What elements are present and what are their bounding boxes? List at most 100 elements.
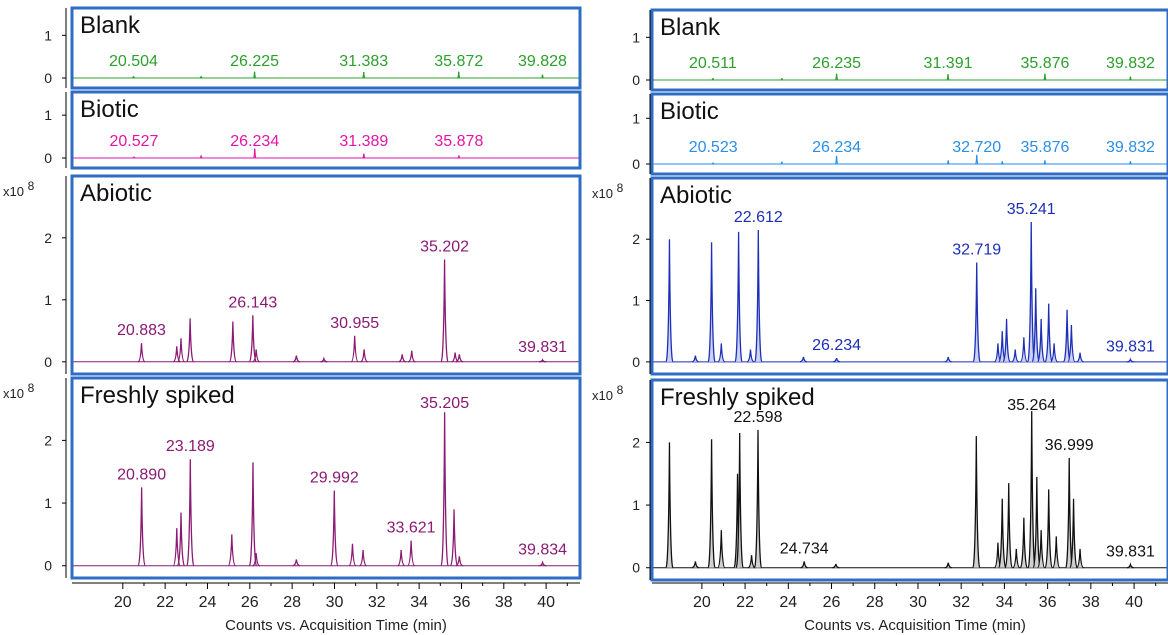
- peak-label: 22.598: [734, 409, 783, 426]
- subplot-title: Freshly spiked: [660, 384, 815, 411]
- chromatogram-peak: [362, 153, 366, 159]
- chromatogram-peak: [186, 459, 195, 567]
- chromatogram-peak: [132, 76, 135, 79]
- chromatogram-peak: [944, 356, 952, 363]
- panel-left: 0 1 20.504 26.225 31.383 35.872 39.828 Blank 0 1 2…: [3, 6, 582, 634]
- y-tick-label: 1: [632, 497, 640, 513]
- subplot-frame: [70, 174, 582, 376]
- chromatogram-peak: [832, 563, 840, 569]
- chromatogram-peak: [348, 543, 357, 567]
- chromatogram-peak: [132, 156, 136, 159]
- peak-label: 26.234: [812, 337, 861, 354]
- chromatogram-peak: [1044, 303, 1053, 363]
- peak-label: 20.890: [117, 466, 166, 483]
- peak-label: 22.612: [734, 209, 783, 226]
- chromatogram-peak: [1011, 349, 1019, 363]
- peak-label: 33.621: [387, 520, 436, 537]
- peak-label: 31.383: [339, 53, 388, 70]
- peak-label: 36.999: [1045, 437, 1094, 454]
- y-tick-label: 0: [632, 156, 640, 172]
- y-tick-label: 0: [44, 70, 52, 86]
- chromatogram-peak: [248, 462, 258, 567]
- peak-label: 32.720: [952, 139, 1001, 156]
- peak-label: 20.523: [689, 139, 738, 156]
- peak-label: 35.264: [1007, 397, 1056, 414]
- peak-label: 26.234: [230, 133, 279, 150]
- chromatogram-peak: [185, 318, 195, 363]
- peak-label: 24.734: [780, 540, 829, 557]
- x-tick-label: 26: [823, 594, 841, 611]
- chromatogram-peak: [1076, 352, 1084, 363]
- peak-label: 35.241: [1007, 201, 1056, 218]
- x-tick-label: 26: [241, 594, 259, 611]
- chromatogram-peak: [711, 78, 715, 81]
- chromatogram-peak: [780, 161, 784, 165]
- chromatogram-peak: [972, 262, 981, 363]
- chromatogram-peak: [753, 429, 763, 569]
- chromatogram-peak: [362, 71, 366, 79]
- peak-label: 31.389: [339, 133, 388, 150]
- x-tick-label: 30: [326, 594, 344, 611]
- y-tick-label: 0: [632, 72, 640, 88]
- chromatogram-peak: [1036, 318, 1046, 363]
- x-tick-label: 30: [909, 594, 927, 611]
- y-tick-label: 1: [44, 292, 52, 308]
- x-tick-label: 38: [1082, 594, 1100, 611]
- peak-label: 29.992: [310, 470, 359, 487]
- chromatogram-peak: [440, 259, 449, 363]
- chromatogram-peak: [253, 71, 257, 79]
- y-tick-label: 0: [632, 354, 640, 370]
- chromatogram-peak: [1067, 325, 1076, 363]
- chromatogram-peak: [747, 555, 756, 569]
- chromatogram-peak: [359, 550, 367, 567]
- y-tick-label: 0: [44, 150, 52, 166]
- peak-label: 35.872: [434, 53, 483, 70]
- chromatogram-peak: [1020, 337, 1028, 363]
- peak-label: 32.719: [952, 242, 1001, 259]
- chromatogram-peak: [946, 73, 950, 81]
- chromatogram-peak: [1027, 411, 1036, 569]
- subplot-title: Biotic: [660, 98, 719, 125]
- chromatogram-peak: [176, 512, 186, 567]
- subplot-abiotic: 0 1 2 x10 8 20.883 26.143 30.955 35.202 39.831 Ab…: [3, 174, 582, 376]
- chromatogram-peak: [1050, 343, 1058, 363]
- chromatogram-peak: [972, 436, 981, 569]
- subplot-title: Freshly spiked: [80, 382, 235, 409]
- chromatogram-peak: [1004, 483, 1013, 569]
- chromatogram-peak: [440, 412, 449, 567]
- y-tick-label: 2: [44, 432, 52, 448]
- x-tick-label: 40: [1125, 594, 1143, 611]
- chromatogram-peak: [1065, 458, 1074, 569]
- chromatogram-peak: [1002, 318, 1011, 363]
- peak-label: 39.832: [1106, 139, 1155, 156]
- subplot-title: Abiotic: [660, 182, 732, 209]
- chromatogram-peak: [252, 553, 260, 567]
- peak-label: 39.828: [518, 53, 567, 70]
- x-tick-label: 28: [866, 594, 884, 611]
- x-tick-label: 32: [368, 594, 386, 611]
- peak-label: 39.834: [518, 542, 567, 559]
- x-tick-label: 36: [1039, 594, 1057, 611]
- x-tick-label: 36: [453, 594, 471, 611]
- peak-label: 35.876: [1020, 139, 1069, 156]
- chromatogram-peak: [253, 148, 257, 159]
- chromatogram-peak: [407, 540, 415, 567]
- subplot-frame: [650, 378, 1168, 582]
- peak-label: 35.878: [434, 133, 483, 150]
- chromatogram-peak: [1044, 489, 1053, 569]
- chromatogram-peak: [799, 356, 808, 363]
- chromatogram-peak: [1019, 517, 1029, 569]
- chromatogram-peak: [330, 490, 339, 567]
- subplot-freshly-spiked: 0 1 2 x10 8 22.598 24.734 35.264 36.999 39.831 Fr…: [592, 378, 1168, 582]
- x-tick-label: 34: [996, 594, 1014, 611]
- y-tick-label: 1: [632, 110, 640, 126]
- chromatogram-peak: [707, 439, 716, 569]
- chromatogram-peak: [717, 530, 726, 569]
- panel-right: 0 1 20.511 26.235 31.391 35.876 39.832 Blank 0 1 2…: [592, 8, 1168, 634]
- chromatogram-peak: [711, 162, 715, 165]
- peak-label: 20.504: [109, 53, 158, 70]
- x-tick-label: 40: [537, 594, 555, 611]
- peak-label: 23.189: [166, 438, 215, 455]
